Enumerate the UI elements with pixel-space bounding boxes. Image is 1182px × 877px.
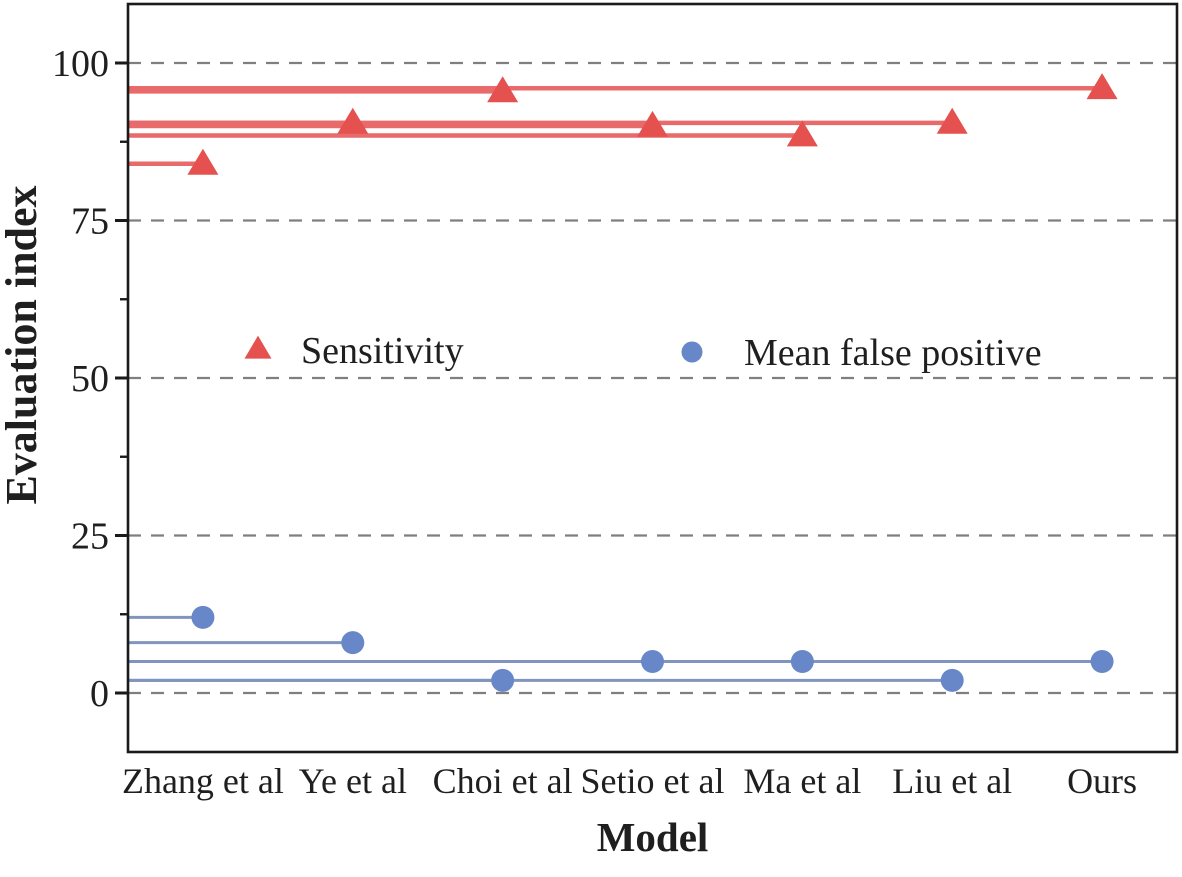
- mean-false-positive-marker: [641, 650, 664, 673]
- sensitivity-marker: [936, 107, 968, 134]
- y-tick-label: 100: [52, 43, 109, 85]
- mean-false-positive-marker: [341, 631, 365, 655]
- sensitivity-marker: [337, 107, 369, 134]
- legend-mean-false-positive-icon: [681, 341, 703, 363]
- y-axis-title: Evaluation index: [0, 185, 46, 504]
- x-category-label: Ye et al: [299, 761, 407, 801]
- y-tick-label: 50: [71, 358, 109, 400]
- sensitivity-marker: [487, 76, 519, 103]
- legend-mean-false-positive-label: Mean false positive: [744, 332, 1042, 374]
- y-tick-label: 25: [71, 516, 109, 558]
- legend-sensitivity-icon: [244, 335, 272, 359]
- x-axis-title: Model: [597, 814, 709, 860]
- x-category-label: Ours: [1067, 761, 1137, 801]
- y-tick-label: 0: [90, 673, 109, 715]
- x-category-label: Setio et al: [581, 761, 725, 801]
- mean-false-positive-marker: [790, 650, 814, 673]
- x-category-label: Ma et al: [743, 761, 861, 801]
- sensitivity-marker: [1086, 73, 1118, 100]
- legend-sensitivity-label: Sensitivity: [301, 330, 464, 372]
- mean-false-positive-marker: [940, 668, 964, 692]
- y-tick-label: 75: [71, 201, 109, 243]
- sensitivity-marker: [786, 120, 818, 147]
- sensitivity-marker: [187, 148, 219, 175]
- x-category-label: Liu et al: [892, 761, 1012, 801]
- mean-false-positive-marker: [191, 605, 215, 629]
- mean-false-positive-marker: [1090, 650, 1114, 673]
- x-category-label: Zhang et al: [122, 761, 284, 801]
- sensitivity-marker: [637, 110, 668, 137]
- mean-false-positive-marker: [491, 668, 515, 692]
- x-category-label: Choi et al: [433, 761, 573, 801]
